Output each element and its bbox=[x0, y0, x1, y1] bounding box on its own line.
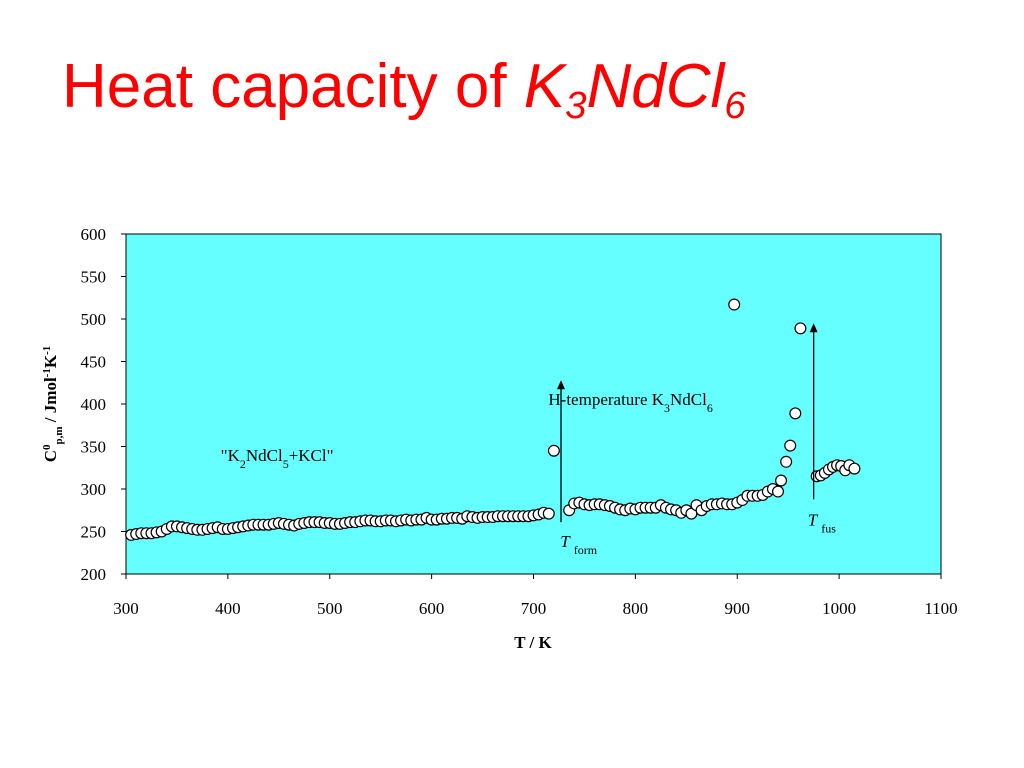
data-point bbox=[794, 322, 807, 335]
data-point bbox=[547, 444, 560, 457]
k2ndcl5-kcl-label-part: 2 bbox=[240, 457, 246, 471]
axes: 200 250 300 350 400 450 500 550 600 300 400 500 600 7… bbox=[81, 225, 958, 618]
t-fus-arrow-head bbox=[809, 323, 818, 333]
t-fus-label-main: T bbox=[808, 511, 819, 530]
h-temperature-label-part: NdCl bbox=[670, 390, 707, 409]
x-tick-label: 400 bbox=[215, 599, 241, 618]
k2ndcl5-kcl-label-part: 5 bbox=[283, 457, 289, 471]
y-tick-label: 500 bbox=[81, 310, 107, 329]
data-point bbox=[771, 485, 784, 498]
t-form-label-main: T bbox=[560, 532, 571, 551]
x-tick-label: 700 bbox=[521, 599, 547, 618]
y-axis-label-part: K bbox=[41, 354, 60, 368]
y-axis-label: C0p,m / Jmol-1K-1 bbox=[41, 346, 65, 463]
y-tick-label: 550 bbox=[81, 268, 107, 287]
data-point bbox=[789, 407, 802, 420]
k2ndcl5-kcl-label-part: NdCl bbox=[246, 446, 283, 465]
y-tick-label: 600 bbox=[81, 225, 107, 244]
x-tick-label: 1000 bbox=[822, 599, 856, 618]
x-axis-label: T / K bbox=[514, 633, 552, 652]
data-point bbox=[780, 455, 793, 468]
data-point bbox=[848, 462, 861, 475]
y-tick-label: 200 bbox=[81, 565, 107, 584]
formula-part: 6 bbox=[724, 83, 746, 127]
h-temperature-label-part: H-temperature K bbox=[548, 390, 664, 409]
t-form-label-sub: form bbox=[574, 543, 598, 557]
k2ndcl5-kcl-label-part: +KCl" bbox=[289, 446, 334, 465]
y-axis-label-part: -1 bbox=[41, 368, 53, 377]
x-tick-label: 900 bbox=[725, 599, 751, 618]
y-tick-label: 350 bbox=[81, 438, 107, 457]
y-tick-label: 400 bbox=[81, 395, 107, 414]
x-tick-label: 1100 bbox=[924, 599, 957, 618]
y-tick-label: 300 bbox=[81, 480, 107, 499]
data-point bbox=[775, 474, 788, 487]
t-fus-label-sub: fus bbox=[821, 522, 836, 536]
data-point bbox=[784, 439, 797, 452]
x-tick-label: 800 bbox=[623, 599, 649, 618]
y-axis-label-part: C bbox=[41, 450, 60, 462]
formula-part: NdCl bbox=[586, 52, 725, 121]
data-points bbox=[125, 298, 861, 541]
title-text: Heat capacity of bbox=[62, 52, 524, 121]
formula-part: K bbox=[523, 52, 566, 121]
y-axis-label-part: 0 bbox=[41, 444, 53, 450]
t-form-arrow-head bbox=[557, 380, 566, 390]
data-point bbox=[728, 298, 741, 311]
y-axis-label-part: -1 bbox=[41, 346, 53, 355]
k2ndcl5-kcl-label: "K2NdCl5+KCl" bbox=[221, 446, 334, 471]
y-axis-label-part: / Jmol bbox=[41, 377, 60, 426]
h-temperature-label: H-temperature K3NdCl6 bbox=[548, 390, 712, 415]
slide-title: Heat capacity of K3NdCl6 bbox=[62, 56, 746, 125]
k2ndcl5-kcl-label-part: "K bbox=[221, 446, 241, 465]
title-formula: K3NdCl6 bbox=[523, 52, 746, 125]
x-tick-label: 600 bbox=[419, 599, 445, 618]
y-axis-label-part: p,m bbox=[53, 426, 65, 444]
y-tick-label: 450 bbox=[81, 353, 107, 372]
h-temperature-label-part: 6 bbox=[707, 401, 713, 415]
formula-part: 3 bbox=[565, 83, 587, 127]
h-temperature-label-part: 3 bbox=[664, 401, 670, 415]
y-tick-label: 250 bbox=[81, 523, 107, 542]
data-point bbox=[542, 507, 555, 520]
x-tick-label: 300 bbox=[113, 599, 139, 618]
x-tick-label: 500 bbox=[317, 599, 343, 618]
